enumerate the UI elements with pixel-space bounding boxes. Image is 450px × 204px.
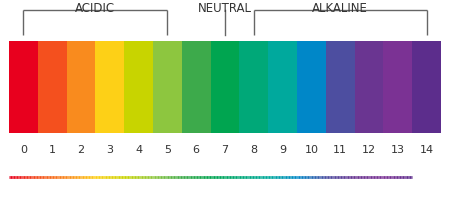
Text: 0: 0 [20,145,27,155]
Text: 10: 10 [304,145,319,155]
Text: 12: 12 [362,145,376,155]
Bar [326,41,355,133]
Bar [268,41,297,133]
Bar [38,41,67,133]
Text: 13: 13 [391,145,405,155]
Text: 14: 14 [419,145,434,155]
Text: 9: 9 [279,145,286,155]
Bar [9,41,38,133]
Text: 11: 11 [333,145,347,155]
Bar [153,41,182,133]
Text: NEUTRAL: NEUTRAL [198,2,252,15]
Text: 3: 3 [106,145,113,155]
Bar [383,41,412,133]
Text: ALKALINE: ALKALINE [312,2,368,15]
Text: 6: 6 [193,145,200,155]
Text: 5: 5 [164,145,171,155]
Text: 7: 7 [221,145,229,155]
Bar [239,41,268,133]
Text: 4: 4 [135,145,142,155]
Text: ACIDIC: ACIDIC [75,2,116,15]
Bar [355,41,383,133]
Bar [182,41,211,133]
Text: 2: 2 [77,145,85,155]
Bar [412,41,441,133]
Bar [297,41,326,133]
Text: 1: 1 [49,145,56,155]
Bar [95,41,124,133]
Text: 8: 8 [250,145,257,155]
Bar [67,41,95,133]
Bar [211,41,239,133]
Bar [124,41,153,133]
